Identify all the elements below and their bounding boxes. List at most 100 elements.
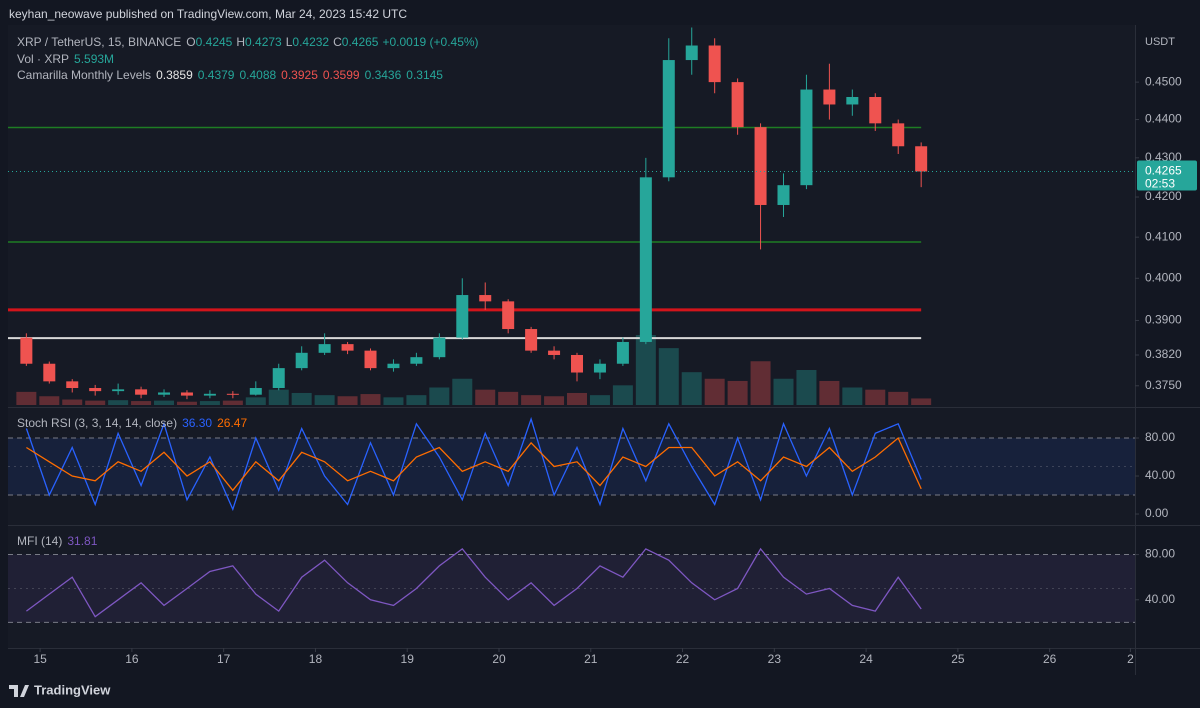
- legend-levels: Camarilla Monthly Levels 0.3859 0.4379 0…: [17, 68, 443, 82]
- countdown: 02:53: [1145, 177, 1175, 191]
- volume-bar: [727, 380, 748, 405]
- y-tick-label: 0.3820: [1145, 347, 1182, 361]
- volume-bar: [681, 372, 702, 405]
- x-tick-label: 21: [584, 652, 598, 666]
- candle-body: [410, 357, 423, 364]
- volume-bar: [314, 395, 335, 405]
- candle-body: [502, 301, 515, 330]
- ohlc-label: C: [333, 35, 342, 49]
- candle-body: [685, 45, 698, 61]
- candle-body: [66, 381, 79, 389]
- y-tick-label: 40.00: [1145, 468, 1175, 482]
- volume-bar: [268, 389, 289, 405]
- x-tick-label: 20: [492, 652, 506, 666]
- y-tick-label: 0.4000: [1145, 270, 1182, 284]
- indicator: Camarilla Monthly Levels: [17, 68, 152, 82]
- candle-body: [915, 146, 928, 172]
- volume-bar: [475, 389, 496, 405]
- y-tick-label: 0.4200: [1145, 189, 1182, 203]
- volume-bar: [567, 392, 588, 405]
- legend-main: XRP / TetherUS, 15, BINANCE O0.4245 H0.4…: [17, 35, 479, 49]
- price-label: 0.4265: [1145, 164, 1182, 178]
- candle-body: [525, 329, 538, 351]
- candle-body: [226, 393, 239, 395]
- volume-bar: [154, 400, 175, 405]
- y-unit: USDT: [1145, 36, 1175, 48]
- candle-body: [593, 363, 606, 373]
- candle-body: [548, 350, 561, 355]
- candle-body: [731, 82, 744, 128]
- x-tick-label: 23: [768, 652, 782, 666]
- volume-bar: [911, 398, 932, 405]
- volume-bar: [704, 378, 725, 405]
- volume-bar: [888, 391, 909, 405]
- y-tick-label: 0.3900: [1145, 313, 1182, 327]
- indicator-line: [26, 547, 922, 618]
- level-value: 0.3436: [364, 68, 402, 82]
- candle-body: [295, 352, 308, 369]
- candle-body: [846, 96, 859, 105]
- volume-bar: [452, 378, 473, 405]
- x-tick-label: 19: [401, 652, 415, 666]
- indicator-value: 36.30: [182, 416, 213, 430]
- y-tick-label: 80.00: [1145, 547, 1175, 561]
- legend-stoch: Stoch RSI (3, 3, 14, 14, close) 36.30 26…: [17, 416, 247, 430]
- ohlc-value: 0.4265: [341, 35, 379, 49]
- volume-bar: [337, 396, 358, 405]
- candle-body: [571, 354, 584, 373]
- indicator-title: MFI (14): [17, 534, 63, 548]
- level-value: 0.4088: [239, 68, 277, 82]
- level-value: 0.4379: [197, 68, 235, 82]
- volume-bar: [544, 396, 565, 405]
- candle-body: [869, 96, 882, 124]
- candle-body: [800, 89, 813, 186]
- logo: [9, 685, 29, 697]
- candle-body: [479, 295, 492, 302]
- x-tick-label: 16: [125, 652, 139, 666]
- change: +0.0019 (+0.45%): [382, 35, 479, 49]
- candle-body: [318, 344, 331, 353]
- candle-body: [639, 177, 652, 342]
- volume-bar: [108, 400, 129, 405]
- volume-bar: [199, 401, 220, 405]
- band: [8, 438, 1135, 496]
- candle-body: [616, 341, 629, 364]
- volume-bar: [406, 395, 427, 405]
- ohlc-value: 0.4245: [195, 35, 233, 49]
- volume-bar: [865, 389, 886, 405]
- volume-bar: [773, 378, 794, 405]
- volume-bar: [383, 397, 404, 405]
- x-tick-label: 22: [676, 652, 690, 666]
- y-tick-label: 80.00: [1145, 430, 1175, 444]
- volume-bar: [131, 401, 152, 405]
- candle-body: [112, 389, 125, 392]
- candle-body: [180, 392, 193, 396]
- symbol: XRP / TetherUS, 15, BINANCE: [17, 35, 182, 49]
- volume-bar: [612, 385, 633, 405]
- volume-bar: [635, 335, 656, 405]
- indicator-title: Stoch RSI (3, 3, 14, 14, close): [17, 416, 178, 430]
- candle-body: [777, 185, 790, 205]
- candle-body: [249, 388, 262, 395]
- price-label-box: [1137, 160, 1197, 191]
- y-tick-label: 40.00: [1145, 592, 1175, 606]
- x-tick-label: 25: [951, 652, 965, 666]
- candle-body: [387, 363, 400, 369]
- volume-bar: [498, 391, 519, 405]
- ohlc-value: 0.4273: [245, 35, 282, 49]
- candle-body: [203, 393, 216, 396]
- x-tick-label: 18: [309, 652, 323, 666]
- ohlc-value: 0.4232: [292, 35, 330, 49]
- y-tick-label: 0.4500: [1145, 74, 1182, 88]
- indicator-line: [26, 436, 922, 492]
- y-tick-label: 0.3750: [1145, 378, 1182, 392]
- volume-bar: [521, 395, 542, 405]
- indicator-value: 31.81: [67, 534, 98, 548]
- volume-bar: [291, 392, 312, 405]
- legend-mfi: MFI (14) 31.81: [17, 534, 97, 548]
- volume-value: 5.593M: [74, 52, 115, 66]
- brand: TradingView: [34, 682, 111, 697]
- y-tick-label: 0.4400: [1145, 112, 1182, 126]
